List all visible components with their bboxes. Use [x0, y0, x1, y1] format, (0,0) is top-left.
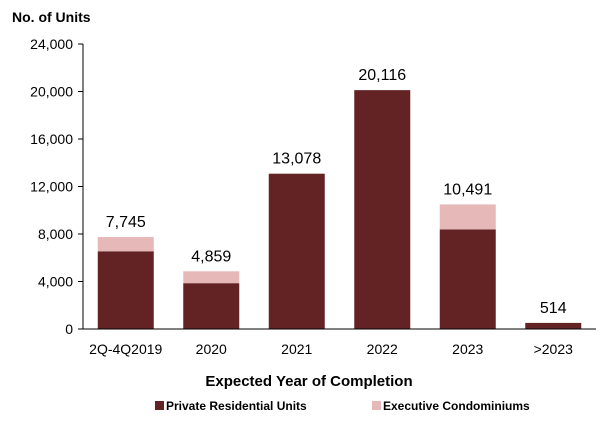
legend-swatch: [155, 401, 164, 410]
bar-private-residential: [354, 90, 411, 329]
bar-total-label: 7,745: [106, 214, 146, 231]
bar-executive-condominiums: [97, 237, 154, 252]
y-axis-title: No. of Units: [12, 9, 91, 25]
bars: 7,745 4,859 13,078 20,116 10,491 514: [97, 67, 582, 329]
bar-total-label: 514: [540, 300, 567, 317]
x-axis: 2Q-4Q2019 2020 2021 2022 2023 >2023: [83, 328, 596, 357]
x-tick-label: 2Q-4Q2019: [89, 341, 162, 357]
bar-private-residential: [439, 229, 496, 329]
x-tick-label: 2022: [367, 341, 398, 357]
bar-private-residential: [183, 283, 240, 329]
x-axis-title: Expected Year of Completion: [205, 373, 412, 390]
bar-total-label: 4,859: [191, 248, 231, 265]
y-axis: 0 4,000 8,000 12,000 16,000 20,000 24,000: [30, 36, 84, 337]
x-tick-label: 2023: [452, 341, 483, 357]
bar-private-residential: [268, 173, 325, 329]
y-tick-label: 12,000: [30, 179, 73, 195]
x-tick-label: 2021: [281, 341, 312, 357]
legend: Private Residential Units Executive Condo…: [155, 399, 530, 413]
legend-swatch: [372, 401, 381, 410]
y-tick-label: 24,000: [30, 36, 73, 52]
bar-executive-condominiums: [183, 271, 240, 284]
bar-private-residential: [525, 322, 582, 329]
bar-executive-condominiums: [439, 204, 496, 230]
y-tick-label: 4,000: [38, 274, 73, 290]
x-tick-label: 2020: [196, 341, 227, 357]
y-tick-label: 16,000: [30, 131, 73, 147]
bar-total-label: 20,116: [358, 67, 406, 84]
y-tick-label: 20,000: [30, 84, 73, 100]
legend-label: Executive Condominiums: [383, 399, 530, 413]
bar-total-label: 10,491: [443, 181, 492, 198]
legend-label: Private Residential Units: [166, 399, 307, 413]
x-tick-label: >2023: [534, 341, 574, 357]
y-tick-label: 0: [65, 321, 73, 337]
bar-private-residential: [97, 251, 154, 329]
bar-total-label: 13,078: [272, 151, 321, 168]
y-tick-label: 8,000: [38, 226, 73, 242]
